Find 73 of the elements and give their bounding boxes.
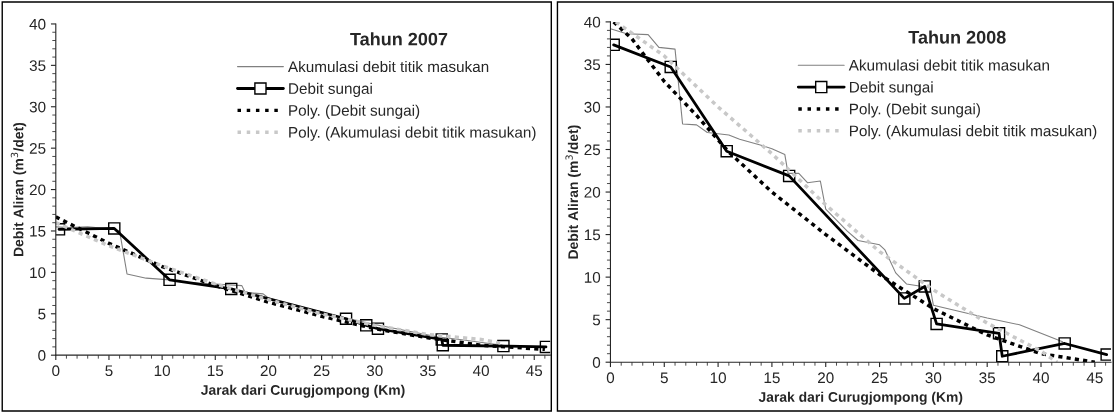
x-tick-label: 30 <box>366 365 383 377</box>
point <box>664 60 677 74</box>
legend-label: Akumulasi debit titik masukan <box>287 60 489 73</box>
x-tick-label: 15 <box>764 372 780 384</box>
x-tick-label: 5 <box>660 372 668 384</box>
x-tick-label: 20 <box>818 372 834 384</box>
x-tick-label: 40 <box>1032 372 1049 384</box>
point <box>108 222 121 235</box>
y-tick-label: 40 <box>584 16 601 28</box>
legend-label: Debit sungai <box>849 81 933 96</box>
x-tick-label: 25 <box>313 365 330 377</box>
y-axis-title: Debit Aliran (m$^{3}$/det) <box>565 125 581 259</box>
y-tick-label: 35 <box>29 60 46 72</box>
x-axis-title: Jarak dari Curugjompong (Km) <box>200 384 405 398</box>
point <box>996 349 1009 363</box>
legend-label: Poly. (Akumulasi debit titik masukan) <box>849 125 1097 140</box>
point <box>163 273 176 287</box>
x-tick-label: 10 <box>710 372 726 384</box>
y-tick-label: 30 <box>584 101 601 113</box>
x-axis-title: Jarak dari Curugjompong (Km) <box>758 391 963 405</box>
x-tick-label: 20 <box>260 365 277 377</box>
x-tick-label: 35 <box>979 372 996 384</box>
point <box>436 338 450 352</box>
point <box>930 317 943 331</box>
point <box>782 169 796 183</box>
x-tick-label: 40 <box>472 365 489 377</box>
point <box>360 319 373 332</box>
x-tick-label: 0 <box>52 365 60 377</box>
y-axis-title: Debit Aliran (m$^{3}$/det) <box>10 122 27 257</box>
x-tick-label: 35 <box>420 365 436 377</box>
y-tick-label: 15 <box>584 229 601 241</box>
point <box>1100 348 1111 361</box>
x-tick-label: 30 <box>925 372 942 384</box>
point <box>1058 337 1071 350</box>
point <box>539 340 551 354</box>
point <box>918 280 932 293</box>
y-tick-label: 20 <box>29 184 46 196</box>
y-tick-label: 0 <box>592 357 601 368</box>
y-tick-label: 5 <box>592 314 601 326</box>
x-tick-label: 45 <box>526 365 543 377</box>
point <box>720 144 733 158</box>
point <box>898 292 911 305</box>
y-tick-label: 5 <box>38 308 46 320</box>
x-tick-label: 0 <box>606 372 615 384</box>
point <box>371 322 385 335</box>
y-tick-label: 15 <box>30 226 46 237</box>
chart-title: Tahun 2008 <box>908 30 1006 44</box>
point <box>435 333 448 346</box>
point <box>55 223 66 236</box>
x-tick-label: 10 <box>154 365 171 377</box>
y-tick-label: 10 <box>30 267 46 279</box>
y-tick-label: 10 <box>584 271 601 283</box>
y-tick-label: 25 <box>29 143 46 154</box>
chart-title: Tahun 2007 <box>350 32 448 46</box>
y-tick-label: 30 <box>29 101 46 113</box>
y-tick-label: 40 <box>29 18 46 30</box>
legend-label: Poly. (Akumulasi debit titik masukan) <box>289 126 536 141</box>
y-tick-label: 0 <box>38 350 46 361</box>
x-tick-label: 25 <box>871 372 888 384</box>
y-tick-label: 20 <box>584 186 601 198</box>
point <box>497 339 510 353</box>
legend-label: Poly. (Debit sungai) <box>849 103 980 118</box>
x-tick-label: 5 <box>105 365 113 377</box>
y-tick-label: 35 <box>584 59 601 71</box>
point <box>224 282 238 296</box>
point <box>992 327 1006 340</box>
x-tick-label: 15 <box>207 365 224 377</box>
legend-label: Poly. (Debit sungai) <box>289 104 420 119</box>
legend-label: Akumulasi debit titik masukan <box>848 59 1049 71</box>
point <box>339 312 353 325</box>
x-tick-label: 45 <box>1086 372 1103 384</box>
legend-label: Debit sungai <box>289 82 372 98</box>
y-tick-label: 25 <box>584 144 601 156</box>
